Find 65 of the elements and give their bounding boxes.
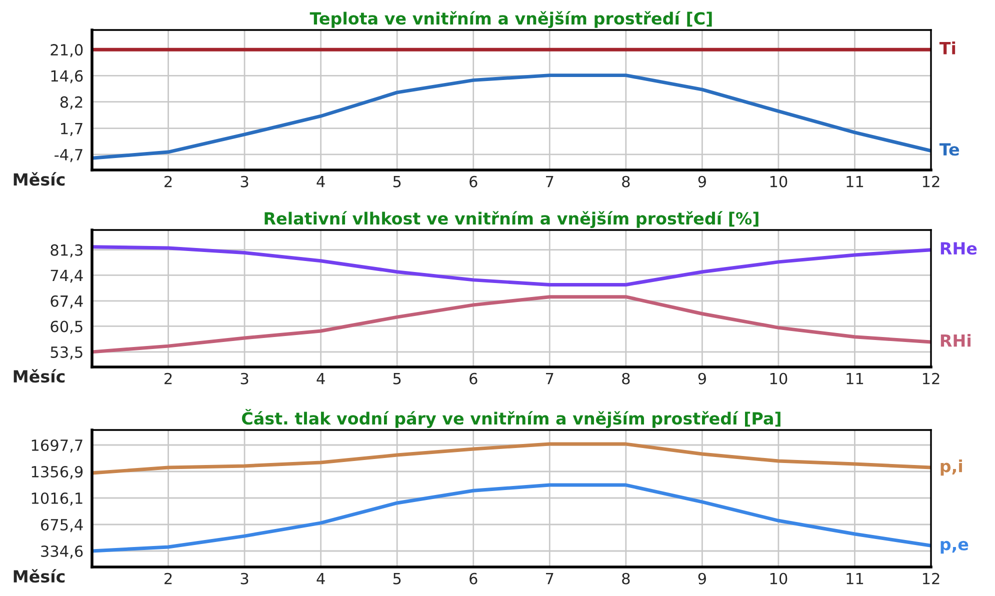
x-tick-label: 5 (393, 573, 401, 584)
x-axis-title: Měsíc (14, 172, 65, 186)
y-tick-label: -4,7 (54, 149, 82, 162)
x-tick-label: 4 (316, 176, 325, 188)
x-tick-label: 2 (164, 572, 172, 584)
x-tick-label: 11 (846, 373, 864, 384)
x-tick-label: 9 (698, 176, 706, 188)
series-label: RHe (940, 242, 977, 255)
series-label: p,i (940, 459, 962, 476)
x-tick-label: 7 (546, 573, 554, 584)
x-tick-label: 6 (470, 572, 478, 584)
x-tick-label: 12 (922, 572, 940, 584)
x-tick-label: 3 (240, 572, 248, 584)
x-tick-label: 3 (240, 372, 248, 384)
line-series (92, 483, 931, 553)
x-tick-label: 2 (164, 372, 172, 384)
y-tick-label: 74,4 (50, 270, 83, 283)
chart-title: Relativní vlhkost ve vnitřním a vnějším prostředí [%] (264, 211, 758, 228)
series-label: Ti (939, 42, 956, 54)
x-tick-label: 10 (770, 372, 788, 384)
x-tick-label: 6 (470, 176, 478, 188)
line-series (92, 245, 931, 286)
chart-title: Část. tlak vodní páry ve vnitřním a vnějším prostředí [Pa] (242, 409, 780, 428)
x-tick-label: 12 (922, 372, 940, 384)
y-tick-label: 67,4 (50, 295, 83, 308)
y-tick-label: 81,3 (50, 244, 82, 258)
line-series (92, 295, 931, 354)
x-tick-label: 5 (393, 373, 401, 384)
x-axis-title: Měsíc (14, 569, 65, 583)
x-tick-label: 11 (846, 176, 864, 188)
y-tick-label: 675,4 (40, 518, 83, 532)
y-tick-label: 1,7 (61, 123, 82, 136)
y-tick-label: 1356,9 (32, 466, 83, 480)
line-series (92, 74, 931, 160)
y-tick-label: 1016,1 (32, 492, 82, 506)
x-tick-label: 8 (622, 372, 630, 384)
x-tick-label: 6 (470, 372, 478, 384)
x-tick-label: 10 (770, 572, 788, 584)
x-tick-label: 9 (698, 572, 706, 584)
x-tick-label: 3 (240, 176, 248, 188)
series-label: Te (939, 143, 960, 156)
x-tick-label: 8 (622, 176, 630, 188)
y-tick-label: 60,5 (50, 320, 82, 334)
x-tick-label: 4 (316, 373, 325, 384)
y-tick-label: 8,2 (60, 96, 82, 110)
chart-title: Teplota ve vnitřním a vnějším prostředí [C] (310, 11, 712, 28)
x-tick-label: 7 (546, 176, 554, 188)
x-tick-label: 8 (622, 572, 630, 584)
y-tick-label: 334,6 (41, 545, 83, 559)
x-tick-label: 2 (164, 176, 172, 188)
y-tick-label: 14,6 (51, 70, 83, 84)
x-tick-label: 10 (770, 176, 788, 188)
line-series (92, 442, 931, 475)
x-tick-label: 4 (316, 573, 325, 584)
x-tick-label: 12 (922, 176, 940, 188)
series-label: RHi (940, 334, 970, 347)
series-label: p,e (940, 540, 968, 554)
x-tick-label: 7 (546, 373, 554, 384)
y-tick-label: 1697,7 (32, 439, 82, 453)
x-axis-title: Měsíc (14, 369, 65, 383)
x-tick-label: 5 (393, 176, 401, 188)
y-tick-label: 21,0 (50, 44, 83, 58)
x-tick-label: 11 (846, 573, 864, 584)
x-tick-label: 9 (698, 372, 706, 384)
y-tick-label: 53,5 (50, 346, 82, 360)
